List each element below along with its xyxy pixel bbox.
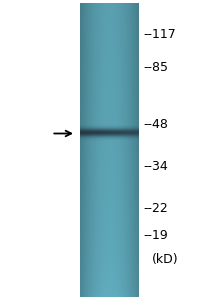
Text: --22: --22 xyxy=(143,202,168,215)
Text: --48: --48 xyxy=(143,118,168,131)
Text: --34: --34 xyxy=(143,160,168,173)
Text: --85: --85 xyxy=(143,61,168,74)
Text: (kD): (kD) xyxy=(152,253,178,266)
Text: --117: --117 xyxy=(143,28,176,41)
Text: --19: --19 xyxy=(143,229,168,242)
